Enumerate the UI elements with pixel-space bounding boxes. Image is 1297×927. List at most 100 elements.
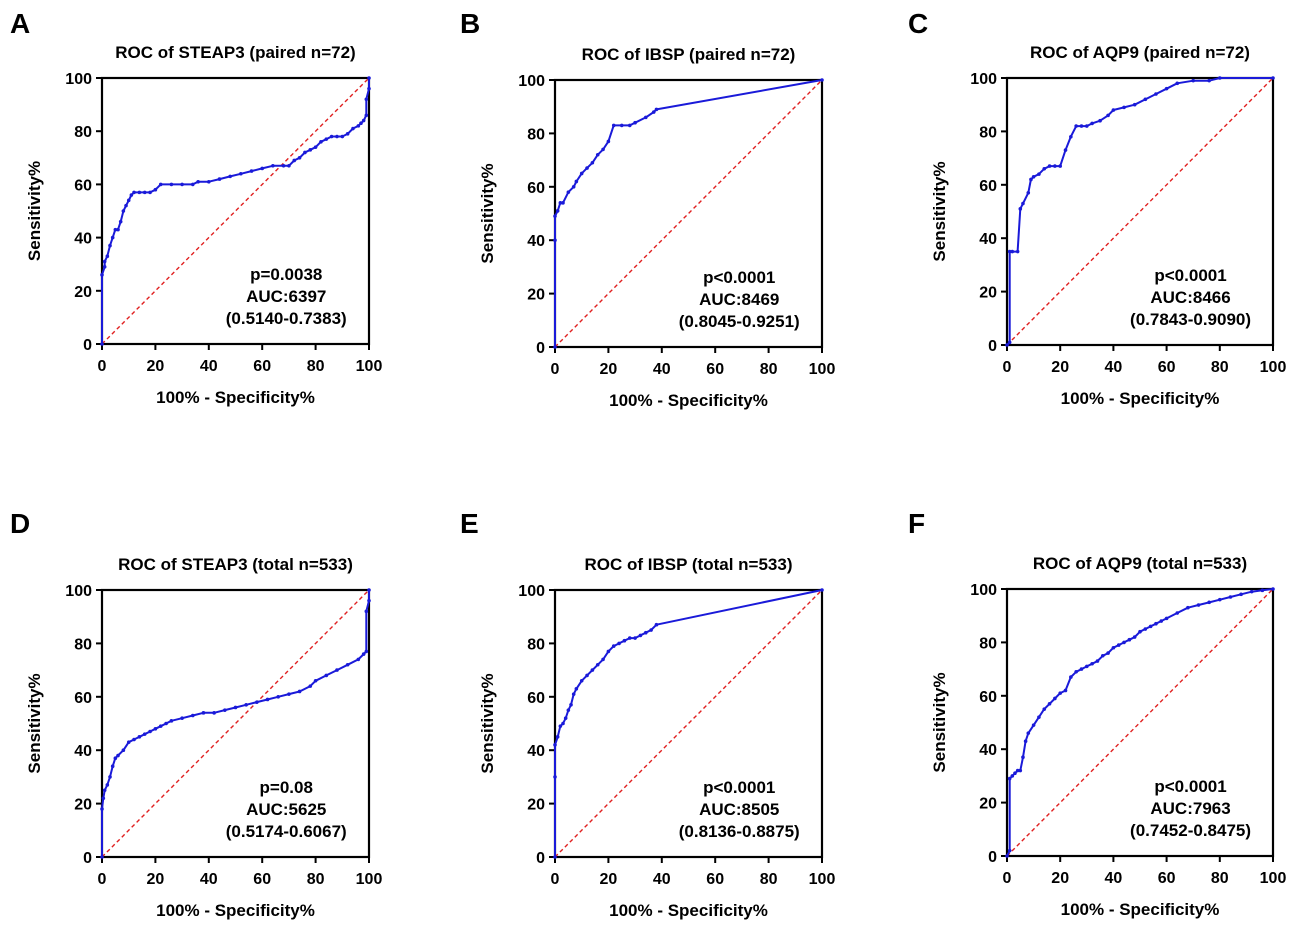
roc-point bbox=[1095, 659, 1100, 663]
x-tick-label: 60 bbox=[1158, 359, 1176, 376]
roc-point bbox=[606, 139, 611, 144]
y-tick-label: 20 bbox=[527, 797, 545, 814]
roc-point bbox=[1079, 667, 1084, 671]
roc-point bbox=[180, 716, 184, 720]
roc-point bbox=[1100, 653, 1105, 658]
roc-point bbox=[132, 190, 136, 195]
y-tick-label: 80 bbox=[74, 124, 92, 141]
roc-point bbox=[1015, 768, 1020, 773]
roc-point bbox=[313, 678, 318, 683]
roc-point bbox=[1053, 164, 1057, 168]
roc-point bbox=[356, 124, 361, 128]
roc-point bbox=[137, 735, 142, 739]
y-tick-label: 40 bbox=[74, 743, 92, 760]
y-tick-label: 20 bbox=[979, 285, 997, 302]
roc-point bbox=[142, 190, 147, 195]
x-tick-label: 60 bbox=[706, 361, 724, 378]
y-tick-label: 0 bbox=[988, 849, 997, 866]
reference-diagonal bbox=[101, 589, 370, 858]
roc-point bbox=[1007, 249, 1012, 254]
roc-point bbox=[153, 187, 158, 192]
roc-point bbox=[579, 678, 584, 683]
roc-point bbox=[1010, 774, 1015, 778]
roc-point bbox=[129, 193, 134, 197]
x-tick-label: 100 bbox=[356, 871, 383, 888]
roc-point bbox=[148, 729, 152, 734]
roc-point bbox=[233, 705, 238, 710]
y-tick-label: 100 bbox=[970, 582, 997, 599]
roc-point bbox=[345, 132, 350, 136]
roc-point bbox=[303, 150, 307, 155]
roc-point bbox=[622, 638, 627, 643]
roc-point bbox=[308, 148, 313, 152]
roc-point bbox=[164, 721, 168, 726]
x-axis-label: 100% - Specificity% bbox=[1061, 389, 1220, 408]
roc-point bbox=[367, 76, 371, 80]
roc-point bbox=[1026, 731, 1031, 735]
y-tick-label: 60 bbox=[74, 690, 92, 707]
roc-point bbox=[126, 198, 131, 203]
roc-point bbox=[1005, 343, 1009, 347]
roc-point bbox=[345, 662, 350, 667]
roc-point bbox=[1106, 113, 1110, 118]
plot-frame bbox=[553, 588, 824, 859]
roc-point bbox=[1037, 172, 1041, 176]
roc-point bbox=[1085, 124, 1089, 128]
y-axis-label: Sensitivity% bbox=[25, 161, 44, 261]
roc-point bbox=[1058, 691, 1062, 695]
x-axis-label: 100% - Specificity% bbox=[156, 901, 315, 920]
roc-point bbox=[113, 227, 118, 232]
roc-point bbox=[364, 649, 369, 654]
roc-point bbox=[1047, 164, 1052, 168]
x-tick-label: 100 bbox=[1260, 359, 1287, 376]
y-tick-label: 60 bbox=[527, 180, 545, 197]
roc-point bbox=[169, 182, 174, 187]
roc-point bbox=[356, 657, 361, 662]
y-tick-label: 40 bbox=[74, 231, 92, 248]
y-tick-label: 20 bbox=[74, 284, 92, 301]
y-tick-label: 0 bbox=[83, 850, 92, 867]
x-tick-label: 40 bbox=[1105, 870, 1123, 887]
stat-annotation: p=0.0038 bbox=[250, 265, 322, 284]
roc-point bbox=[633, 636, 637, 640]
stat-annotation: AUC:6397 bbox=[246, 287, 326, 306]
roc-point bbox=[595, 152, 600, 157]
roc-point bbox=[1013, 771, 1017, 776]
stat-annotation: (0.8136-0.8875) bbox=[679, 822, 800, 841]
y-tick-label: 100 bbox=[970, 71, 997, 88]
roc-point bbox=[121, 209, 126, 213]
x-tick-label: 40 bbox=[653, 361, 671, 378]
roc-point bbox=[108, 775, 112, 779]
roc-point bbox=[553, 238, 557, 242]
roc-point bbox=[643, 630, 648, 635]
roc-point bbox=[1164, 86, 1169, 91]
roc-point bbox=[1143, 627, 1148, 631]
y-tick-label: 100 bbox=[65, 71, 92, 88]
roc-point bbox=[1260, 588, 1265, 593]
x-axis-label: 100% - Specificity% bbox=[609, 901, 768, 920]
roc-point bbox=[651, 110, 656, 114]
x-tick-label: 0 bbox=[98, 871, 107, 888]
roc-point bbox=[1218, 597, 1222, 602]
y-tick-label: 40 bbox=[979, 742, 997, 759]
roc-point bbox=[1042, 166, 1047, 171]
roc-point bbox=[1122, 105, 1126, 110]
x-tick-label: 80 bbox=[760, 871, 778, 888]
roc-panel-a: A ROC of STEAP3 (paired n=72) 00 20 20 40 40 60… bbox=[10, 8, 382, 407]
y-tick-label: 0 bbox=[536, 340, 545, 357]
roc-panel-f: F ROC of AQP9 (total n=533) 00 20 20 40 40 60 60… bbox=[908, 508, 1286, 919]
roc-point bbox=[308, 684, 313, 688]
roc-point bbox=[1239, 592, 1243, 597]
stat-annotation: (0.8045-0.9251) bbox=[679, 312, 800, 331]
x-tick-label: 100 bbox=[356, 358, 383, 375]
reference-diagonal bbox=[101, 77, 370, 345]
roc-point bbox=[201, 711, 206, 715]
roc-point bbox=[1207, 78, 1211, 83]
roc-point bbox=[1069, 134, 1073, 139]
roc-point bbox=[142, 732, 147, 736]
x-tick-label: 60 bbox=[253, 358, 271, 375]
roc-point bbox=[1090, 121, 1094, 126]
roc-point bbox=[1085, 664, 1089, 669]
y-tick-label: 80 bbox=[527, 636, 545, 653]
x-axis-label: 100% - Specificity% bbox=[156, 388, 315, 407]
